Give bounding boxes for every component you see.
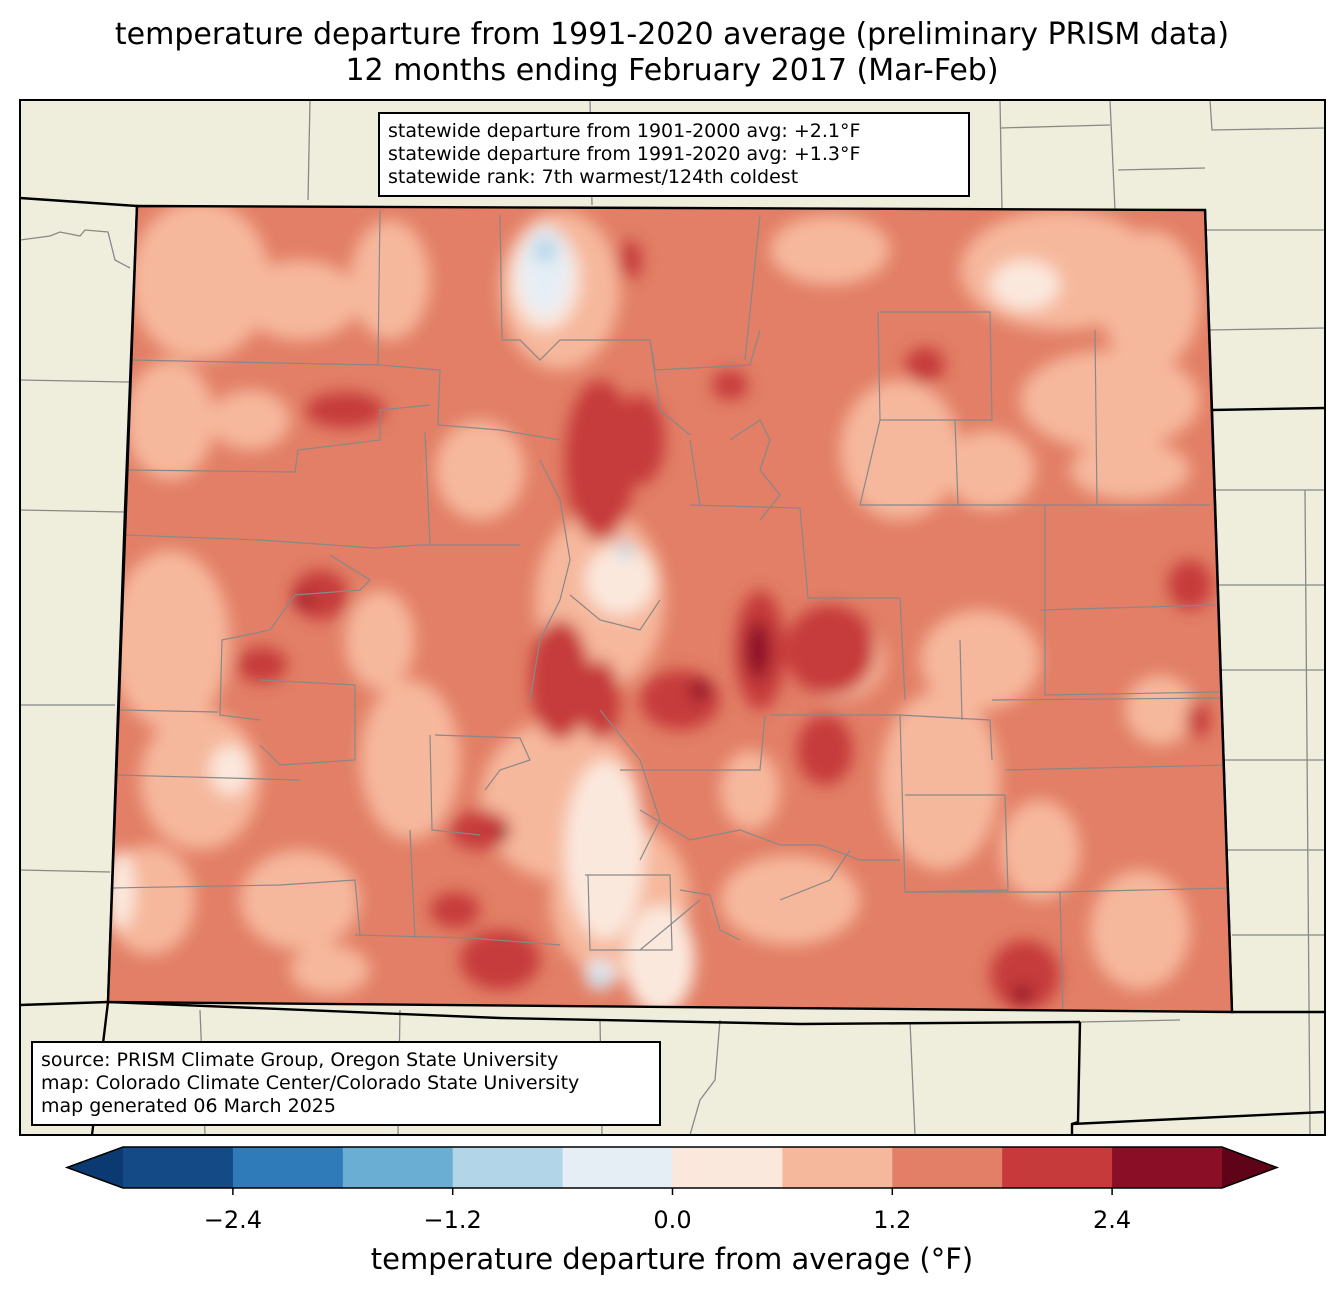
colorbar-extend-high	[1222, 1147, 1277, 1188]
colorbar-bin	[342, 1147, 454, 1188]
colorbar-tick-label: −2.4	[203, 1206, 263, 1234]
source-line2: map: Colorado Climate Center/Colorado St…	[41, 1072, 580, 1094]
colorbar-tick-label: 1.2	[873, 1206, 912, 1234]
colorbar-bin	[452, 1147, 564, 1188]
colorbar-extend-low	[67, 1147, 123, 1188]
colorbar-outline	[64, 1146, 1280, 1189]
colorbar-tick-label: −1.2	[423, 1206, 482, 1234]
map-title-line2: 12 months ending February 2017 (Mar-Feb)	[345, 53, 999, 88]
colorbar	[64, 1146, 1280, 1195]
colorado-border	[106, 204, 1234, 1014]
map-title-line1: temperature departure from 1991-2020 ave…	[114, 17, 1230, 52]
stats-line1: statewide departure from 1901-2000 avg: …	[388, 120, 861, 142]
temperature-field	[108, 206, 1232, 1012]
colorbar-title: temperature departure from average (°F)	[370, 1242, 974, 1276]
colorbar-tick-label: 0.0	[653, 1206, 692, 1234]
source-line3: map generated 06 March 2025	[41, 1095, 336, 1117]
stats-line2: statewide departure from 1991-2020 avg: …	[388, 143, 861, 165]
colorbar-bin	[123, 1147, 234, 1188]
colorbar-bin	[672, 1147, 783, 1188]
stats-line3: statewide rank: 7th warmest/124th coldes…	[388, 166, 799, 188]
colorbar-bin	[782, 1147, 893, 1188]
colorbar-bin	[1002, 1147, 1113, 1188]
source-box: source: PRISM Climate Group, Oregon Stat…	[31, 1041, 661, 1126]
colorbar-bin	[232, 1147, 344, 1188]
colorbar-bin	[562, 1147, 673, 1188]
colorbar-bin	[1112, 1147, 1223, 1188]
statewide-stats-box: statewide departure from 1901-2000 avg: …	[378, 112, 970, 197]
colorbar-bin	[892, 1147, 1003, 1188]
colorbar-tick-label: 2.4	[1093, 1206, 1132, 1234]
source-line1: source: PRISM Climate Group, Oregon Stat…	[41, 1049, 559, 1071]
